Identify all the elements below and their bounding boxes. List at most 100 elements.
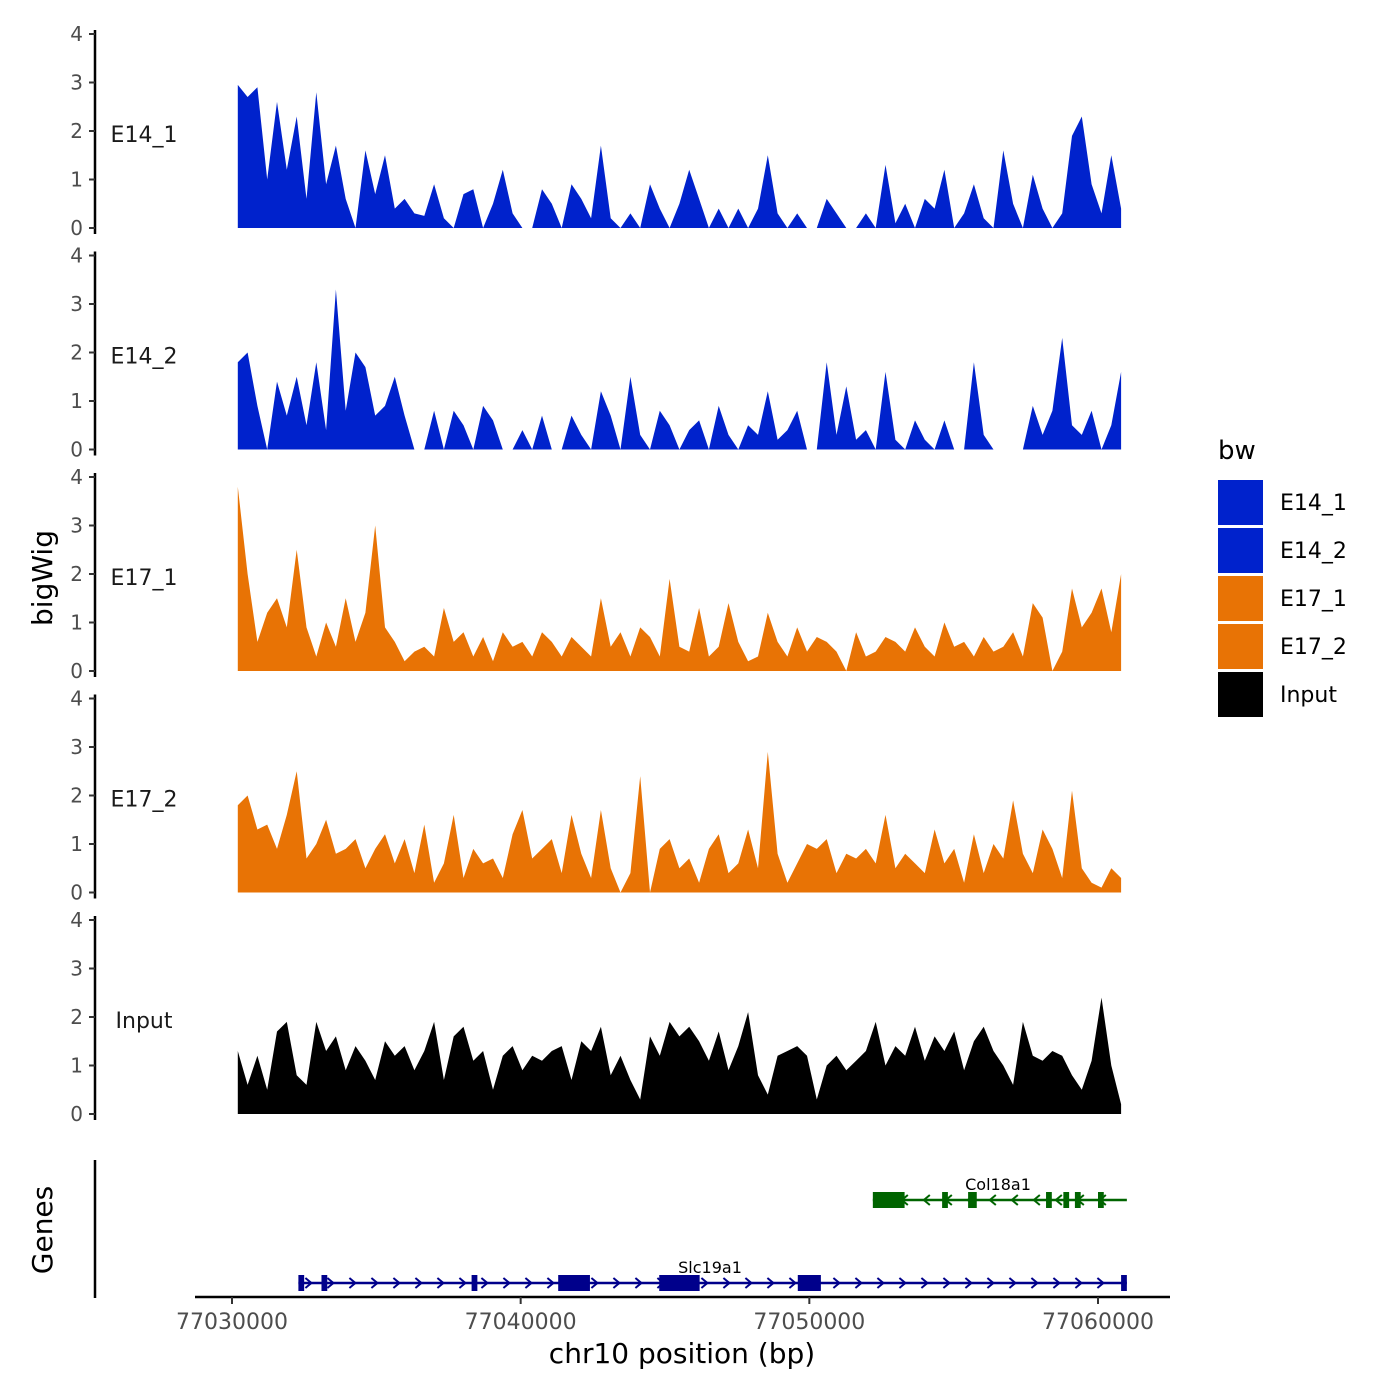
strand-chevron: [436, 1277, 445, 1289]
legend-swatch-e17-2: [1218, 624, 1263, 669]
strand-chevron: [392, 1277, 401, 1289]
legend-label: E17_2: [1280, 635, 1347, 660]
y-tick-label: 2: [70, 1005, 83, 1029]
strand-chevron: [414, 1277, 423, 1289]
strand-chevron: [1008, 1277, 1017, 1289]
y-tick-label: 0: [70, 659, 83, 683]
strand-chevron: [546, 1277, 555, 1289]
y-tick-label: 3: [70, 71, 83, 95]
strand-chevron: [986, 1277, 995, 1289]
area-e14-1: [237, 84, 1122, 229]
strand-chevron: [524, 1277, 533, 1289]
y-tick-label: 2: [70, 341, 83, 365]
exon: [797, 1275, 821, 1291]
area-e17-2: [237, 751, 1122, 893]
genes-axis-title: Genes: [26, 1186, 59, 1274]
y-tick-label: 2: [70, 562, 83, 586]
strand-chevron: [1054, 1194, 1063, 1206]
y-tick-label: 4: [70, 22, 83, 46]
track-e14-2: 0 1 2 3 4 E14_2: [70, 244, 1122, 462]
y-tick-label: 3: [70, 514, 83, 538]
legend-label: E14_1: [1280, 491, 1347, 516]
exon: [558, 1275, 590, 1291]
strand-chevron: [458, 1277, 467, 1289]
legend-label: E17_1: [1280, 587, 1347, 612]
exon: [471, 1275, 478, 1291]
x-axis: 77030000 77040000 77050000 77060000: [176, 1295, 1170, 1335]
exon: [659, 1275, 700, 1291]
y-tick-label: 0: [70, 438, 83, 462]
track-label: E17_1: [111, 566, 178, 591]
legend-swatch-e14-2: [1218, 528, 1263, 573]
strand-chevron: [1032, 1194, 1041, 1206]
exon: [872, 1192, 905, 1208]
strand-chevron: [480, 1277, 489, 1289]
track-label: Input: [116, 1009, 173, 1034]
exon: [1121, 1275, 1127, 1291]
strand-chevron: [922, 1194, 931, 1206]
area-e17-1: [237, 486, 1122, 671]
legend-title: bw: [1218, 436, 1256, 466]
gene-label: Col18a1: [965, 1175, 1031, 1194]
strand-chevron: [942, 1277, 951, 1289]
strand-chevron: [348, 1277, 357, 1289]
exon: [1063, 1192, 1070, 1208]
genes-panel: Col18a1 Slc19a1: [93, 1160, 1127, 1298]
strand-chevron: [988, 1194, 997, 1206]
strand-chevron: [326, 1277, 335, 1289]
y-tick-label: 0: [70, 881, 83, 905]
strand-chevron: [1096, 1277, 1105, 1289]
strand-chevron: [920, 1277, 929, 1289]
gene-label: Slc19a1: [678, 1258, 742, 1277]
y-tick-label: 0: [70, 1102, 83, 1126]
y-tick-label: 1: [70, 168, 83, 192]
legend-label: E14_2: [1280, 539, 1347, 564]
y-tick-label: 1: [70, 1054, 83, 1078]
track-e17-1: 0 1 2 3 4 E17_1: [70, 465, 1122, 683]
y-tick-label: 4: [70, 687, 83, 711]
gene-col18a1: Col18a1: [872, 1175, 1127, 1208]
strand-chevron: [854, 1277, 863, 1289]
y-tick-label: 4: [70, 244, 83, 268]
strand-chevron: [898, 1277, 907, 1289]
y-tick-label: 0: [70, 216, 83, 240]
y-tick-label: 3: [70, 292, 83, 316]
track-e17-2: 0 1 2 3 4 E17_2: [70, 687, 1122, 905]
exon: [968, 1192, 977, 1208]
strand-chevron: [1052, 1277, 1061, 1289]
exon: [1098, 1192, 1104, 1208]
exon: [942, 1192, 948, 1208]
track-label: E17_2: [111, 788, 178, 813]
strand-chevron: [964, 1277, 973, 1289]
y-tick-label: 4: [70, 465, 83, 489]
strand-chevron: [304, 1277, 313, 1289]
gene-slc19a1: Slc19a1: [298, 1258, 1127, 1291]
x-axis-title: chr10 position (bp): [549, 1337, 815, 1370]
y-tick-label: 2: [70, 784, 83, 808]
tracks-panel: 0 1 2 3 4 E14_1 0 1 2 3 4 E14_2 0 1 2 3 4 E17_1 0 1 2 3 4 E17_2…: [70, 22, 1122, 1126]
legend-swatch-e14-1: [1218, 480, 1263, 525]
exon: [298, 1275, 305, 1291]
exon: [1046, 1192, 1052, 1208]
strand-chevron: [766, 1277, 775, 1289]
track-e14-1: 0 1 2 3 4 E14_1: [70, 22, 1122, 240]
strand-chevron: [700, 1277, 709, 1289]
track-label: E14_2: [111, 345, 178, 370]
y-tick-label: 1: [70, 832, 83, 856]
area-e14-2: [237, 289, 1122, 450]
exon: [1074, 1192, 1081, 1208]
y-axis-title: bigWig: [26, 530, 59, 626]
legend-swatch-input: [1218, 672, 1263, 717]
strand-chevron: [502, 1277, 511, 1289]
legend: bw E14_1 E14_2 E17_1 E17_2 Input: [1218, 436, 1347, 717]
strand-chevron: [876, 1277, 885, 1289]
exon: [321, 1275, 328, 1291]
y-tick-label: 4: [70, 908, 83, 932]
strand-chevron: [832, 1277, 841, 1289]
y-tick-label: 3: [70, 957, 83, 981]
x-tick-label: 77030000: [176, 1310, 288, 1335]
strand-chevron: [722, 1277, 731, 1289]
legend-label: Input: [1280, 683, 1337, 708]
strand-chevron: [612, 1277, 621, 1289]
